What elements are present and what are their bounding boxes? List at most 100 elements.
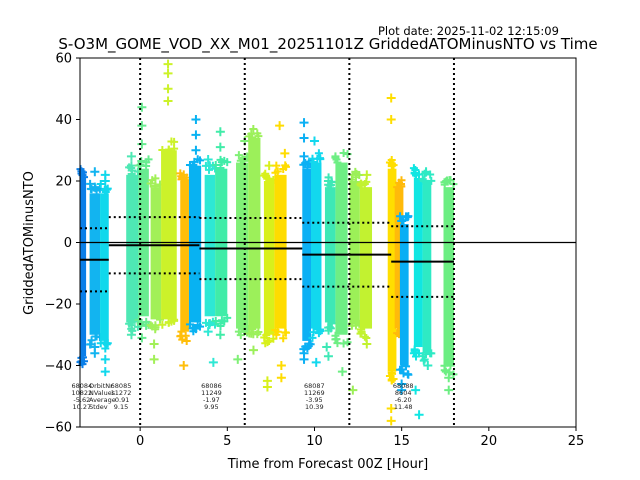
scatter-point	[419, 356, 428, 365]
scatter-point	[427, 176, 436, 185]
orbit-stat-average: -0.91	[113, 396, 130, 404]
y-tick-label: 20	[55, 175, 72, 190]
scatter-point	[149, 354, 159, 364]
scatter-band	[176, 169, 191, 370]
scatter-point	[427, 349, 436, 358]
scatter-point	[322, 342, 332, 352]
scatter-point	[299, 354, 309, 364]
scatter-point	[211, 316, 220, 325]
scatter-point	[388, 160, 397, 169]
scatter-point	[446, 361, 455, 370]
band-body	[100, 193, 109, 341]
scatter-band	[440, 176, 458, 395]
scatter-point	[444, 373, 454, 383]
scatter-point	[253, 330, 262, 339]
scatter-band	[331, 148, 352, 377]
plot-date: Plot date: 2025-11-02 12:15:09	[378, 24, 559, 38]
scatter-point	[323, 351, 333, 361]
scatter-point	[337, 367, 347, 377]
scatter-point	[233, 354, 243, 364]
orbit-stat-orbit: 68086	[201, 382, 222, 390]
scatter-point	[386, 416, 396, 426]
scatter-point	[90, 167, 100, 177]
scatter-point	[185, 320, 194, 329]
scatter-point	[327, 319, 336, 328]
scatter-point	[191, 145, 201, 155]
band-body	[248, 137, 261, 329]
scatter-band	[158, 59, 179, 329]
orbit-stat-stdev: 9.95	[204, 403, 218, 411]
scatter-point	[208, 357, 218, 367]
band-body	[422, 181, 432, 354]
x-tick-label: 5	[223, 434, 231, 449]
orbit-stat-nvalues: 8604	[395, 389, 412, 397]
scatter-point	[137, 333, 147, 343]
scatter-point	[260, 333, 269, 342]
band-body	[263, 181, 275, 335]
band-body	[399, 224, 409, 366]
orbit-stat-average: -6.20	[395, 396, 412, 404]
x-tick-label: 10	[306, 434, 323, 449]
band-body	[359, 187, 373, 329]
orbit-stat-nvalues: 11269	[304, 389, 325, 397]
scatter-point	[191, 130, 201, 140]
scatter-point	[402, 362, 411, 371]
scatter-point	[205, 165, 214, 174]
scatter-point	[148, 176, 157, 185]
band-body	[80, 177, 87, 357]
band-body	[274, 174, 287, 329]
scatter-point	[151, 181, 160, 190]
orbit-boundaries	[139, 58, 455, 427]
scatter-band	[396, 212, 413, 395]
scatter-point	[352, 318, 361, 327]
scatter-point	[126, 161, 136, 171]
scatter-point	[412, 171, 421, 180]
scatter-point	[100, 354, 110, 364]
scatter-point	[343, 338, 352, 347]
scatter-point	[418, 175, 427, 184]
stats-header-label: OrbitNr	[89, 382, 113, 390]
scatter-point	[216, 155, 225, 164]
scatter-point	[304, 342, 313, 351]
scatter-point	[248, 325, 257, 334]
band-body	[443, 187, 454, 366]
orbit-stat-nvalues: 11272	[111, 389, 132, 397]
y-tick-label: 0	[64, 236, 72, 251]
scatter-point	[299, 151, 309, 161]
stats-header-label: Stdev	[89, 403, 108, 411]
scatter-point	[444, 385, 454, 395]
scatter-point	[87, 336, 96, 345]
scatter-point	[386, 404, 396, 414]
scatter-point	[215, 142, 225, 152]
band-body	[204, 174, 216, 317]
scatter-point	[170, 316, 179, 325]
scatter-point	[262, 376, 272, 386]
scatter-point	[211, 161, 220, 170]
orbit-stat-stdev: 10.39	[305, 403, 324, 411]
scatter-point	[303, 163, 312, 172]
scatter-point	[423, 361, 433, 370]
scatter-point	[179, 170, 189, 180]
scatter-point	[339, 148, 348, 157]
scatter-point	[163, 84, 173, 94]
band-body	[89, 193, 101, 335]
scatter-point	[264, 161, 274, 171]
y-tick-label: −20	[45, 298, 72, 313]
scatter-point	[352, 169, 361, 178]
scatter-point	[421, 167, 431, 177]
scatter-point	[442, 176, 452, 186]
scatter-band	[245, 125, 263, 355]
scatter-point	[395, 178, 404, 187]
scatter-point	[223, 158, 232, 167]
scatter-point	[216, 163, 225, 172]
chart-title: S-O3M_GOME_VOD_XX_M01_20251101Z GriddedA…	[58, 35, 597, 54]
scatter-point	[399, 369, 408, 378]
scatter-point	[96, 180, 105, 189]
y-axis-label: GriddedATOMinusNTO	[22, 171, 37, 315]
scatter-point	[100, 176, 110, 186]
scatter-band	[146, 174, 164, 364]
scatter-point	[279, 164, 288, 173]
x-tick-label: 15	[393, 434, 410, 449]
x-tick-label: 20	[481, 434, 498, 449]
